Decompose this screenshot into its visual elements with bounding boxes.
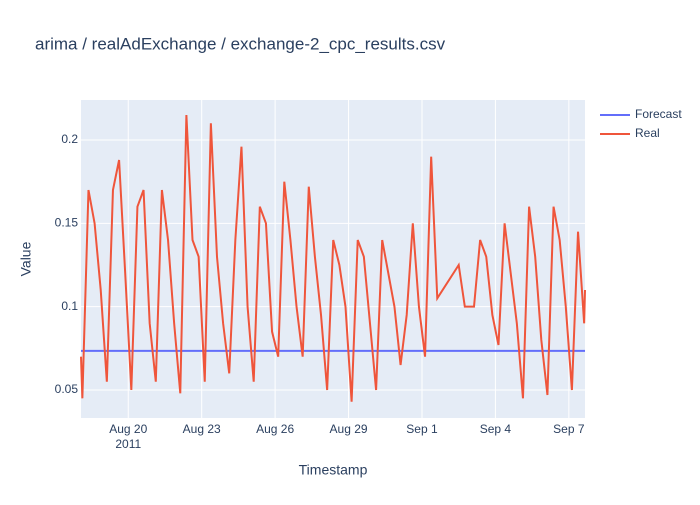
x-tick-label: Aug 20 bbox=[109, 422, 147, 436]
chart-title: arima / realAdExchange / exchange-2_cpc_… bbox=[35, 34, 446, 53]
x-axis-title: Timestamp bbox=[299, 462, 368, 478]
x-tick-label: Sep 4 bbox=[480, 422, 512, 436]
x-tick-label: Sep 1 bbox=[406, 422, 438, 436]
x-tick-label: Aug 29 bbox=[330, 422, 368, 436]
series-line bbox=[80, 114, 586, 402]
marks bbox=[80, 114, 586, 402]
x-tick-label: Aug 26 bbox=[256, 422, 294, 436]
y-tick-label: 0.05 bbox=[55, 382, 79, 396]
x-tick-label: Sep 7 bbox=[553, 422, 585, 436]
x-year-label: 2011 bbox=[115, 437, 141, 451]
legend-label: Forecast bbox=[635, 107, 682, 121]
y-tick-label: 0.2 bbox=[61, 132, 78, 146]
y-tick-label: 0.1 bbox=[61, 299, 78, 313]
y-axis-title: Value bbox=[18, 241, 34, 276]
legend: Forecast Real bbox=[600, 107, 682, 140]
y-tick-label: 0.15 bbox=[55, 216, 79, 230]
x-tick-label: Aug 23 bbox=[183, 422, 221, 436]
legend-label: Real bbox=[635, 126, 660, 140]
